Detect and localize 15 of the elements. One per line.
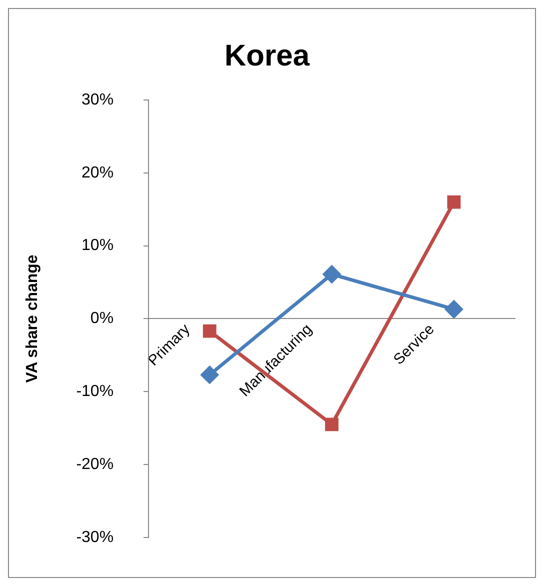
- y-tick-label: 30%: [82, 91, 114, 108]
- point: [445, 300, 463, 318]
- point: [323, 265, 341, 283]
- y-tick-label: 0%: [90, 310, 114, 328]
- point: [325, 418, 338, 432]
- point: [200, 366, 218, 384]
- y-tick-label: 10%: [82, 237, 114, 254]
- point: [447, 195, 461, 209]
- y-tick-label: 20%: [82, 164, 114, 182]
- y-tick-label: -30%: [76, 528, 114, 546]
- point: [202, 324, 216, 338]
- chart-title: Korea: [224, 39, 310, 72]
- y-axis-title: VA share change: [24, 254, 42, 383]
- y-tick-label: -20%: [76, 456, 114, 473]
- y-tick-label: -10%: [76, 383, 114, 400]
